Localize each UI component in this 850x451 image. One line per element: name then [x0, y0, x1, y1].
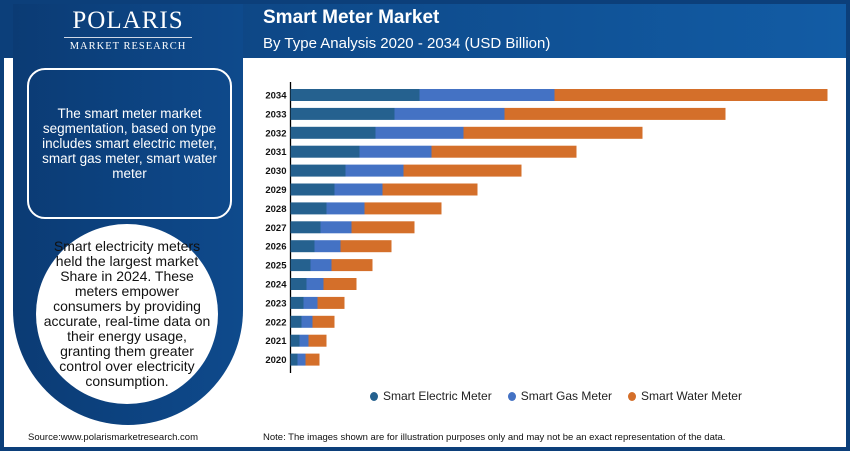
bar-smart-gas-meter-2024	[306, 278, 324, 290]
y-tick-label: 2024	[265, 280, 287, 291]
chart-title: Smart Meter Market	[263, 7, 440, 28]
bar-smart-electric-meter-2023	[290, 296, 304, 309]
bar-smart-water-meter-2031	[431, 145, 577, 158]
legend-dot-electric	[370, 392, 378, 401]
legend: Smart Electric Meter Smart Gas Meter Sma…	[370, 389, 742, 403]
y-tick-label: 2033	[265, 109, 286, 120]
bar-smart-water-meter-2030	[403, 164, 522, 177]
segmentation-box: The smart meter market segmentation, bas…	[27, 68, 232, 219]
bar-smart-water-meter-2022	[312, 315, 335, 328]
bar-smart-electric-meter-2025	[290, 259, 311, 272]
y-tick-label: 2021	[265, 336, 287, 347]
bar-smart-electric-meter-2028	[290, 202, 327, 215]
bar-smart-gas-meter-2022	[301, 315, 313, 328]
bar-smart-electric-meter-2033	[290, 107, 395, 120]
y-tick-label: 2020	[265, 355, 286, 366]
polaris-logo: POLARIS MARKET RESEARCH	[60, 8, 196, 52]
bar-smart-electric-meter-2026	[290, 240, 315, 253]
bar-smart-water-meter-2024	[323, 278, 357, 290]
bar-smart-water-meter-2034	[554, 89, 828, 101]
segmentation-text: The smart meter market segmentation, bas…	[42, 106, 217, 181]
y-tick-label: 2022	[265, 317, 286, 328]
bar-smart-electric-meter-2027	[290, 221, 321, 234]
legend-label-electric: Smart Electric Meter	[383, 389, 492, 403]
y-tick-label: 2031	[265, 147, 287, 158]
bar-smart-gas-meter-2034	[419, 89, 555, 101]
logo-divider	[64, 37, 192, 38]
bar-smart-water-meter-2026	[340, 240, 392, 253]
bar-smart-water-meter-2021	[308, 334, 327, 347]
y-tick-label: 2032	[265, 128, 286, 139]
legend-electric: Smart Electric Meter	[370, 389, 492, 403]
bar-smart-electric-meter-2030	[290, 164, 346, 177]
bar-smart-water-meter-2020	[305, 353, 320, 366]
chart-subtitle: By Type Analysis 2020 - 2034 (USD Billio…	[263, 35, 551, 52]
bar-smart-gas-meter-2023	[303, 296, 318, 309]
bar-smart-gas-meter-2029	[334, 183, 383, 196]
y-tick-label: 2034	[265, 91, 287, 102]
highlight-circle: Smart electricity meters held the larges…	[36, 224, 218, 404]
y-tick-label: 2027	[265, 223, 286, 234]
bar-smart-gas-meter-2021	[299, 334, 309, 347]
note-text: Note: The images shown are for illustrat…	[263, 432, 726, 443]
bar-smart-electric-meter-2031	[290, 145, 360, 158]
y-tick-label: 2023	[265, 298, 286, 309]
y-tick-label: 2028	[265, 204, 286, 215]
legend-label-water: Smart Water Meter	[641, 389, 742, 403]
logo-name: POLARIS	[72, 7, 184, 34]
y-tick-label: 2030	[265, 166, 286, 177]
legend-label-gas: Smart Gas Meter	[520, 389, 613, 403]
bar-smart-gas-meter-2025	[310, 259, 332, 272]
bar-smart-water-meter-2027	[351, 221, 415, 234]
bar-smart-gas-meter-2030	[345, 164, 404, 177]
legend-dot-water	[628, 392, 637, 401]
bar-smart-water-meter-2033	[504, 107, 726, 120]
source-text: Source:www.polarismarketresearch.com	[28, 432, 199, 443]
y-tick-label: 2029	[265, 185, 286, 196]
highlight-text: Smart electricity meters held the larges…	[43, 238, 211, 389]
bar-smart-gas-meter-2027	[320, 221, 352, 234]
bar-smart-gas-meter-2031	[359, 145, 432, 158]
bar-smart-gas-meter-2033	[394, 107, 505, 120]
legend-gas: Smart Gas Meter	[507, 389, 613, 403]
bar-smart-water-meter-2029	[382, 183, 478, 196]
bar-smart-water-meter-2028	[364, 202, 442, 215]
y-tick-label: 2026	[265, 242, 286, 253]
bar-smart-gas-meter-2028	[326, 202, 365, 215]
bar-smart-gas-meter-2026	[314, 240, 341, 253]
bar-smart-electric-meter-2022	[290, 315, 302, 328]
bar-smart-electric-meter-2032	[290, 126, 376, 139]
bar-smart-water-meter-2025	[331, 259, 373, 272]
legend-dot-gas	[507, 392, 516, 401]
bar-smart-gas-meter-2020	[297, 353, 306, 366]
bar-smart-gas-meter-2032	[375, 126, 464, 139]
bar-smart-water-meter-2032	[463, 126, 643, 139]
bar-smart-electric-meter-2034	[290, 89, 420, 101]
bar-smart-electric-meter-2020	[290, 353, 298, 366]
bar-smart-water-meter-2023	[317, 296, 345, 309]
bar-smart-electric-meter-2029	[290, 183, 335, 196]
legend-water: Smart Water Meter	[628, 389, 742, 403]
y-tick-label: 2025	[265, 261, 287, 272]
logo-sub: MARKET RESEARCH	[69, 41, 187, 52]
bar-smart-electric-meter-2024	[290, 278, 307, 290]
bar-smart-electric-meter-2021	[290, 334, 300, 347]
